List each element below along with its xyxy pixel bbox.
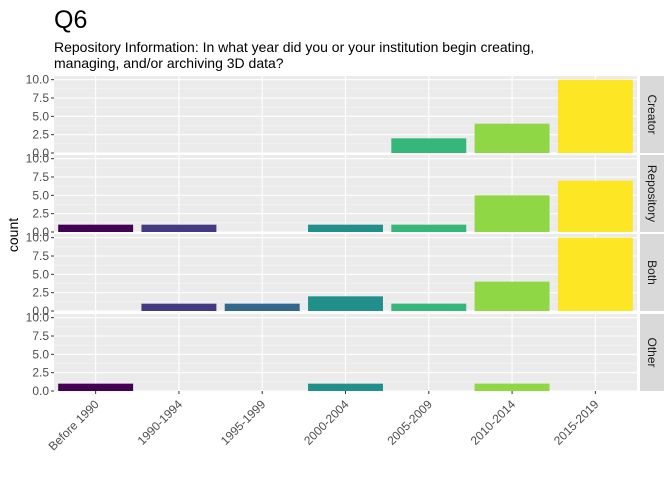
bar-creator-4 bbox=[391, 138, 467, 153]
facet-panel-creator: 0.0 2.5 5.0 7.5 10.0 Creator bbox=[26, 73, 664, 160]
bar-other-0 bbox=[58, 383, 134, 391]
y-tick-label: 5.0 bbox=[32, 109, 49, 123]
y-tick-label: 7.5 bbox=[32, 170, 49, 184]
x-tick-label: 1995-1999 bbox=[218, 397, 269, 448]
x-tick-label: 2010-2014 bbox=[468, 397, 519, 448]
bar-both-6 bbox=[557, 237, 633, 311]
facet-panel-repository: 0.0 2.5 5.0 7.5 10.0 Repository bbox=[26, 152, 664, 239]
bar-both-1 bbox=[141, 303, 217, 311]
bar-other-3 bbox=[308, 383, 383, 391]
facet-strip bbox=[640, 155, 664, 232]
bar-creator-5 bbox=[474, 123, 550, 153]
bar-both-4 bbox=[391, 303, 467, 311]
bar-repository-0 bbox=[58, 224, 134, 232]
bar-repository-5 bbox=[474, 195, 550, 232]
facet-strip bbox=[640, 76, 664, 153]
y-tick-label: 5.0 bbox=[32, 347, 49, 361]
bar-both-5 bbox=[474, 281, 550, 311]
bar-repository-1 bbox=[141, 224, 217, 232]
chart-subtitle-line-2: managing, and/or archiving 3D data? bbox=[54, 55, 284, 71]
bar-both-2 bbox=[224, 303, 300, 311]
bar-repository-3 bbox=[308, 224, 383, 232]
facet-strip-label: Both bbox=[645, 260, 659, 285]
y-tick-label: 7.5 bbox=[32, 91, 49, 105]
chart-subtitle-line-1: Repository Information: In what year did… bbox=[54, 39, 534, 55]
bar-creator-6 bbox=[557, 79, 633, 153]
facet-strip-label: Repository bbox=[645, 165, 659, 222]
y-tick-label: 2.5 bbox=[32, 207, 49, 221]
chart-title: Q6 bbox=[54, 6, 87, 34]
bar-other-5 bbox=[474, 383, 550, 391]
y-tick-label: 5.0 bbox=[32, 267, 49, 281]
x-tick-label: 2000-2004 bbox=[301, 397, 352, 448]
y-tick-label: 5.0 bbox=[32, 188, 49, 202]
x-tick-label: 1990-1994 bbox=[135, 397, 186, 448]
bar-both-3 bbox=[308, 296, 383, 311]
facet-panel-other: 0.0 2.5 5.0 7.5 10.0 Other bbox=[26, 311, 664, 398]
y-tick-label: 2.5 bbox=[32, 366, 49, 380]
bar-repository-6 bbox=[557, 180, 633, 232]
y-tick-label: 0.0 bbox=[32, 146, 49, 160]
y-tick-label: 10.0 bbox=[26, 152, 50, 166]
facet-strip-label: Creator bbox=[645, 94, 659, 134]
facet-strip bbox=[640, 314, 664, 391]
y-tick-label: 0.0 bbox=[32, 304, 49, 318]
facet-panel-both: 0.0 2.5 5.0 7.5 10.0 Both bbox=[26, 231, 664, 318]
y-tick-label: 0.0 bbox=[32, 225, 49, 239]
x-tick-label: Before 1990 bbox=[46, 397, 102, 453]
x-axis: Before 1990 1990-1994 1995-1999 2000-2004 20… bbox=[46, 391, 602, 453]
y-tick-label: 7.5 bbox=[32, 249, 49, 263]
y-tick-label: 2.5 bbox=[32, 128, 49, 142]
y-tick-label: 10.0 bbox=[26, 311, 50, 325]
y-axis-title: count bbox=[5, 218, 21, 252]
facet-strip-label: Other bbox=[645, 337, 659, 367]
y-tick-label: 2.5 bbox=[32, 286, 49, 300]
y-tick-label: 10.0 bbox=[26, 73, 50, 87]
facet-panels: 0.0 2.5 5.0 7.5 10.0 Creator 0.0 2.5 5.0 7.5 10.0 R… bbox=[26, 73, 664, 398]
y-tick-label: 10.0 bbox=[26, 231, 50, 245]
bar-repository-4 bbox=[391, 224, 467, 232]
y-tick-label: 7.5 bbox=[32, 329, 49, 343]
facet-strip bbox=[640, 234, 664, 311]
x-tick-label: 2005-2009 bbox=[384, 397, 435, 448]
y-tick-label: 0.0 bbox=[32, 384, 49, 398]
x-tick-label: 2015-2019 bbox=[551, 397, 602, 448]
